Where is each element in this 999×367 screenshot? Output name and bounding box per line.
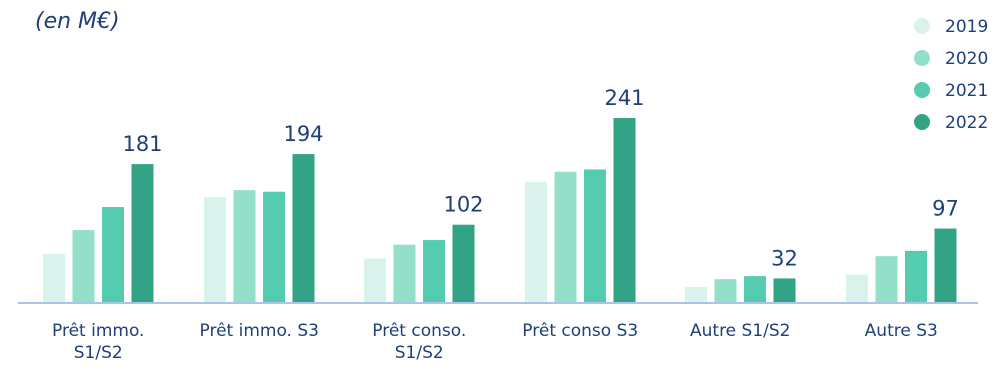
bar-2022-5	[773, 278, 796, 303]
bar-2019-2	[204, 197, 226, 303]
bar-2019-6	[846, 274, 868, 303]
value-labels-group: 181 194 102 241 32 97	[122, 86, 958, 270]
legend-label-2019: 2019	[945, 17, 988, 37]
bar-2019-5	[685, 286, 707, 303]
value-label-5: 32	[771, 246, 798, 270]
bar-2022-2	[292, 154, 315, 303]
unit-label: (en M€)	[35, 9, 120, 34]
value-label-1: 181	[122, 132, 162, 156]
bar-2020-2	[233, 190, 256, 303]
bar-2020-3	[393, 244, 416, 303]
bar-2021-2	[263, 191, 285, 303]
value-label-2: 194	[283, 122, 323, 146]
legend-label-2022: 2022	[945, 113, 988, 133]
legend-swatch-2020	[914, 50, 930, 66]
category-label-1-line-2: S1/S2	[74, 343, 123, 363]
category-label-3-line-1: Prêt conso.	[372, 321, 466, 341]
category-label-3-line-2: S1/S2	[395, 343, 444, 363]
category-label-2: Prêt immo. S3	[200, 321, 319, 341]
legend-swatch-2021	[914, 82, 930, 98]
category-label-4: Prêt conso S3	[522, 321, 638, 341]
bar-2021-6	[905, 250, 927, 303]
bar-2022-6	[934, 228, 957, 303]
bar-2022-3	[452, 224, 475, 303]
legend-swatch-2019	[914, 18, 930, 34]
category-label-6: Autre S3	[865, 321, 938, 341]
bar-2019-1	[43, 253, 65, 303]
bar-2020-5	[714, 279, 737, 303]
bar-2021-3	[423, 240, 445, 303]
value-label-4: 241	[604, 86, 644, 110]
bar-2019-3	[364, 258, 386, 303]
bars-group	[43, 118, 957, 303]
legend-label-2020: 2020	[945, 49, 988, 69]
legend: 2019 2020 2021 2022	[914, 17, 988, 133]
bar-2019-4	[525, 181, 547, 303]
value-label-6: 97	[932, 197, 959, 221]
bar-2020-4	[554, 171, 577, 303]
bar-2022-4	[613, 118, 636, 303]
value-label-3: 102	[443, 193, 483, 217]
bar-2020-1	[72, 230, 95, 303]
bar-2021-1	[102, 207, 124, 303]
category-label-1-line-1: Prêt immo.	[52, 321, 144, 341]
bar-2021-4	[584, 169, 606, 303]
category-label-5: Autre S1/S2	[690, 321, 791, 341]
bar-2020-6	[875, 256, 898, 303]
legend-label-2021: 2021	[945, 81, 988, 101]
legend-swatch-2022	[914, 114, 930, 130]
bar-2021-5	[744, 276, 766, 303]
bar-2022-1	[131, 164, 154, 303]
